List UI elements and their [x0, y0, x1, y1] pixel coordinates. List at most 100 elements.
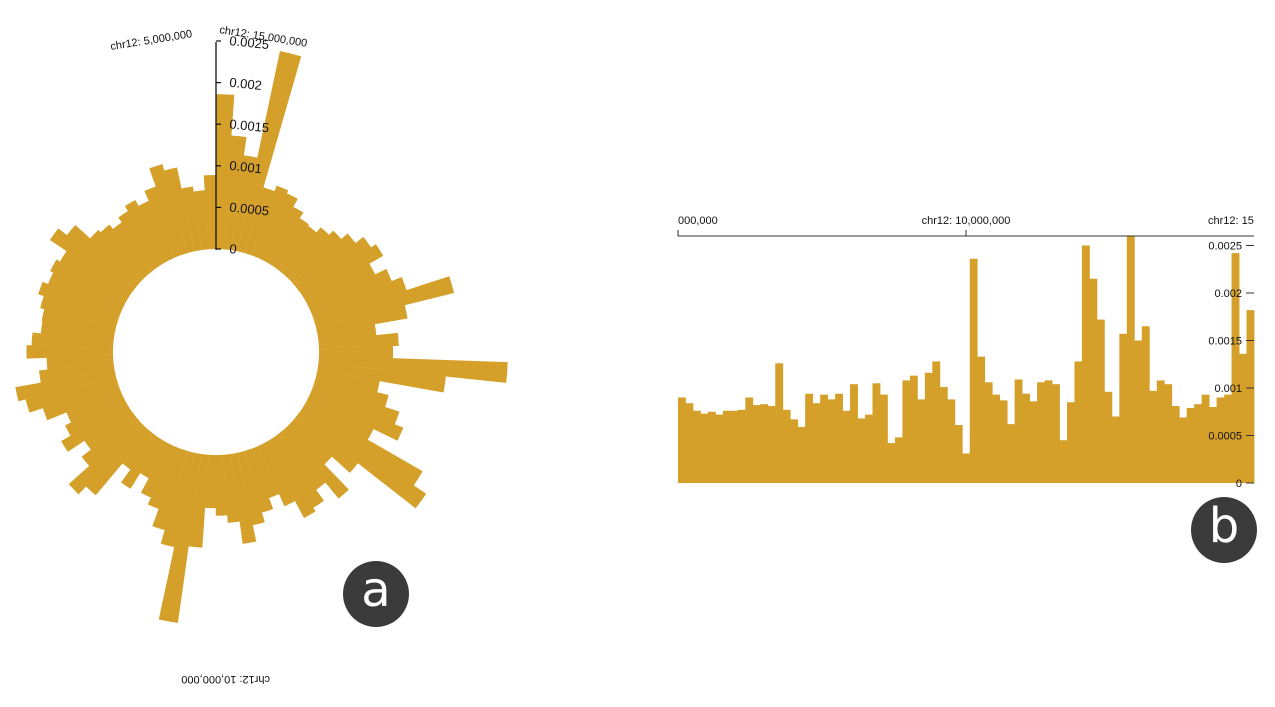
linear-bar — [775, 363, 784, 483]
radial-bar — [89, 229, 145, 284]
radial-bar — [244, 187, 275, 256]
linear-bar — [790, 419, 799, 483]
linear-bar — [1194, 404, 1203, 483]
radial-bar — [276, 430, 326, 490]
radial-bar — [292, 415, 359, 473]
linear-bar — [1231, 253, 1240, 483]
linear-bar — [1239, 353, 1247, 483]
radial-bar — [41, 308, 117, 335]
radial-bar — [31, 332, 114, 349]
radial-bar — [270, 435, 324, 508]
panel-a-letter: a — [361, 562, 391, 618]
linear-bar — [715, 414, 724, 483]
linear-bar — [1096, 319, 1105, 483]
radial-bar — [160, 450, 195, 548]
radial-bar — [317, 324, 377, 342]
linear-bar — [1126, 236, 1135, 483]
linear-bar — [1052, 384, 1060, 483]
linear-bar — [1149, 390, 1158, 483]
linear-bar — [797, 426, 806, 483]
radial-tick-label: 0 — [229, 241, 238, 257]
radial-label-10mb: chr12: 10,000,000 — [181, 673, 270, 685]
radial-bar — [38, 281, 121, 321]
radial-bar — [61, 403, 131, 452]
linear-bar — [1141, 326, 1150, 483]
radial-bar — [138, 200, 175, 262]
radial-bar — [230, 452, 257, 544]
linear-y-tick-label: 0.0005 — [1208, 431, 1242, 443]
radial-bar — [230, 155, 258, 252]
radial-bar — [297, 409, 427, 509]
linear-bar — [1074, 361, 1083, 483]
linear-bar — [820, 394, 829, 483]
linear-bar — [812, 403, 821, 483]
radial-bar — [257, 442, 296, 507]
linear-bar — [692, 410, 701, 483]
radial-bar — [237, 51, 302, 254]
linear-bar — [999, 400, 1008, 483]
linear-bar — [1089, 278, 1098, 483]
panel-b-letter: b — [1208, 498, 1240, 554]
radial-bar — [144, 186, 181, 258]
radial-bar — [188, 453, 209, 548]
linear-bar — [879, 394, 888, 483]
radial-bar — [204, 454, 216, 509]
linear-bar — [902, 380, 911, 483]
radial-bar — [305, 397, 374, 440]
linear-bar — [1134, 340, 1143, 483]
radial-bar — [251, 185, 289, 258]
linear-bar — [1119, 333, 1128, 483]
radial-bar — [223, 135, 247, 251]
linear-y-tick-label: 0.002 — [1214, 288, 1242, 300]
radial-bar — [237, 451, 265, 526]
radial-bar — [282, 227, 330, 279]
radial-bar — [276, 225, 317, 274]
radial-bar — [163, 167, 195, 253]
linear-bar — [1104, 391, 1113, 483]
radial-bar — [59, 250, 131, 301]
linear-bar — [1022, 393, 1030, 483]
linear-bar — [1059, 440, 1068, 483]
radial-bar — [66, 390, 124, 423]
radial-bar — [122, 430, 156, 470]
radial-bar — [257, 193, 298, 262]
radial-tick-label: 0.0025 — [229, 33, 270, 52]
radial-bar — [297, 236, 372, 295]
radial-bar — [282, 426, 349, 499]
linear-bar — [954, 425, 963, 483]
radial-bar — [317, 362, 446, 393]
radial-bar — [40, 321, 115, 342]
radial-tick-label: 0.0015 — [229, 116, 270, 135]
linear-bar — [850, 384, 858, 483]
radial-bar — [100, 224, 150, 278]
radial-bar — [68, 420, 145, 495]
linear-bar — [917, 399, 926, 483]
radial-bar — [311, 276, 407, 321]
linear-bar — [887, 443, 896, 483]
radial-bar — [264, 206, 304, 265]
radial-bar — [64, 397, 127, 436]
linear-bar — [1044, 380, 1053, 483]
radial-bar — [318, 332, 399, 349]
radial-bar — [181, 186, 202, 252]
linear-y-tick-label: 0.0015 — [1208, 336, 1242, 348]
radial-bar — [251, 446, 280, 499]
radial-bar — [287, 230, 342, 284]
linear-bar — [909, 375, 918, 483]
linear-bar — [685, 403, 694, 483]
linear-bar — [977, 356, 986, 483]
linear-bar — [678, 397, 686, 483]
radial-bar — [46, 355, 114, 370]
linear-bar — [1066, 402, 1075, 483]
radial-bar — [66, 224, 140, 289]
linear-bar — [707, 411, 716, 483]
radial-bar — [149, 164, 188, 256]
radial-tick-label: 0.001 — [229, 158, 263, 176]
linear-bar — [1037, 382, 1045, 483]
radial-bar — [85, 425, 150, 496]
radial-bar-chart: 0 0.0005 0.001 0.0015 0.002 0.0025 chr12: 5,0… — [15, 24, 508, 685]
linear-bar — [737, 409, 746, 483]
linear-bar — [932, 361, 941, 483]
linear-bar — [939, 387, 948, 483]
linear-bar — [857, 418, 866, 483]
